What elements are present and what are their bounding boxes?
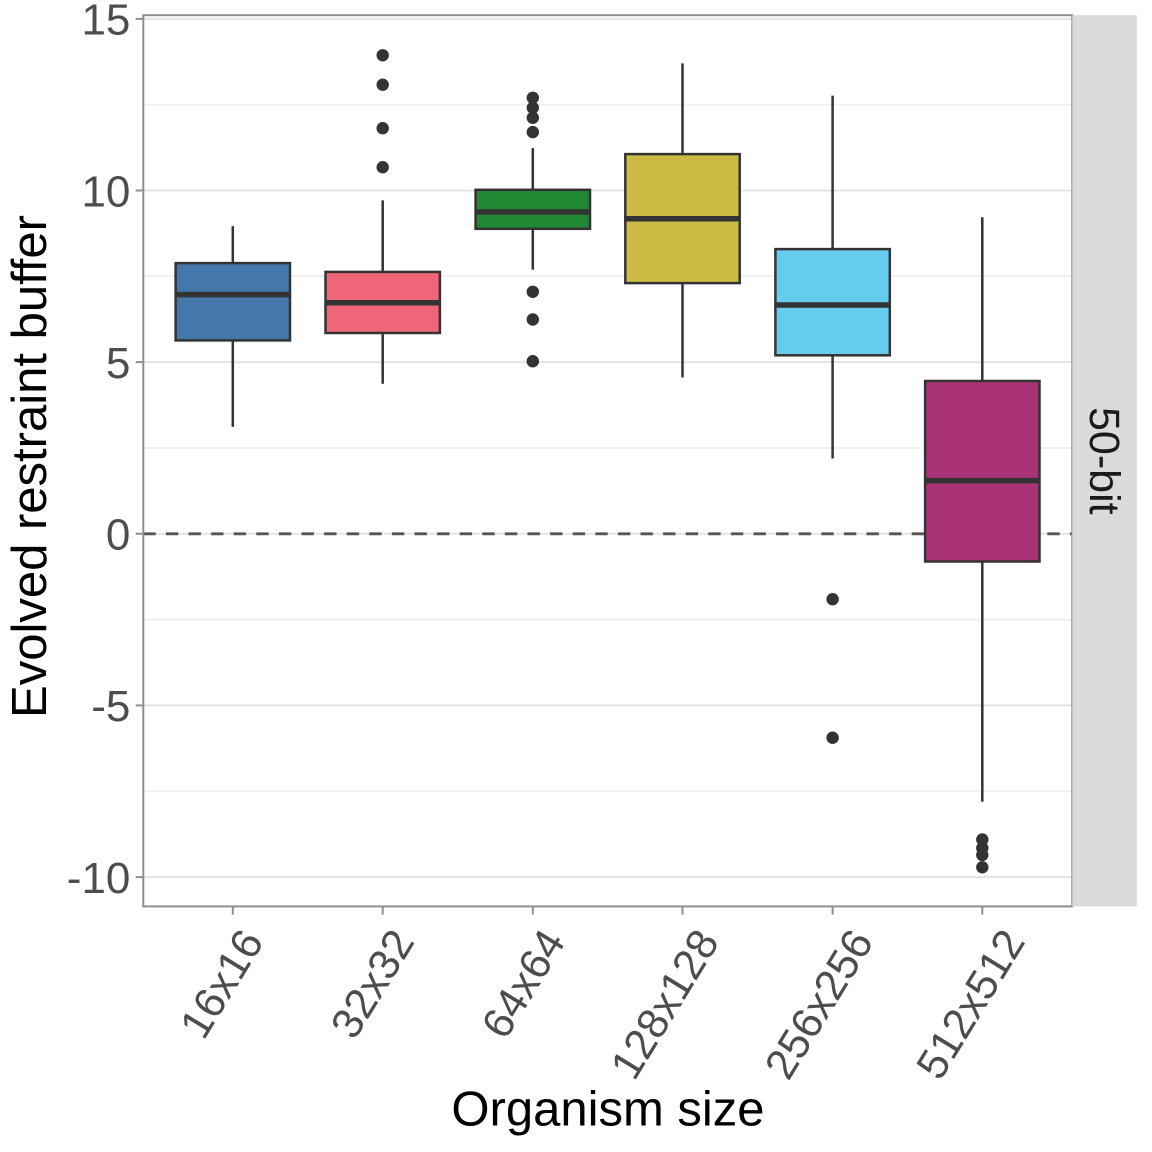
svg-text:15: 15: [81, 0, 130, 45]
svg-text:0: 0: [106, 511, 130, 560]
svg-text:Organism size: Organism size: [451, 1082, 764, 1136]
svg-text:10: 10: [81, 167, 130, 216]
svg-text:Evolved restraint buffer: Evolved restraint buffer: [3, 215, 57, 718]
svg-text:5: 5: [106, 339, 130, 388]
svg-text:50-bit: 50-bit: [1080, 407, 1128, 515]
svg-text:-5: -5: [91, 682, 130, 731]
svg-text:-10: -10: [67, 854, 131, 903]
